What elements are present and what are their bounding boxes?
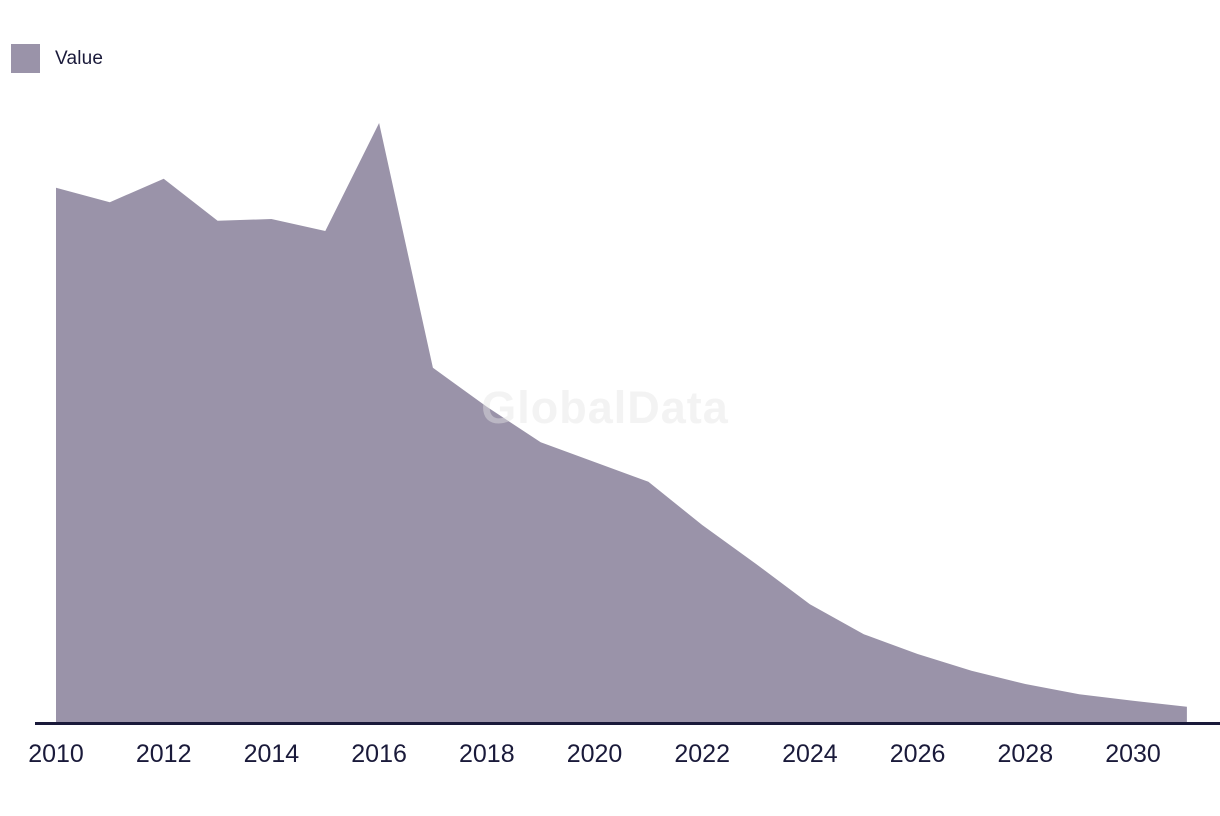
legend[interactable]: Value — [11, 44, 103, 73]
x-axis-tick-label: 2010 — [28, 740, 84, 768]
legend-swatch — [11, 44, 40, 73]
x-axis-labels: 2010 2012 2014 2016 2018 2020 2022 2024 2026 2028… — [0, 740, 1220, 774]
x-axis-line — [35, 722, 1220, 725]
x-axis-tick-label: 2014 — [243, 740, 300, 768]
x-axis-tick-label: 2024 — [782, 740, 838, 768]
value-area-series[interactable] — [56, 123, 1187, 723]
x-axis-tick-label: 2022 — [674, 740, 730, 768]
x-axis-tick-label: 2028 — [997, 740, 1054, 768]
x-axis-tick-label: 2018 — [458, 740, 515, 768]
x-axis-tick-label: 2030 — [1105, 740, 1161, 768]
x-axis-tick-label: 2012 — [135, 740, 192, 768]
x-axis-tick-label: 2026 — [889, 740, 946, 768]
legend-label: Value — [55, 47, 104, 69]
x-axis-tick-label: 2016 — [351, 740, 407, 768]
x-axis-tick-label: 2020 — [566, 740, 623, 768]
